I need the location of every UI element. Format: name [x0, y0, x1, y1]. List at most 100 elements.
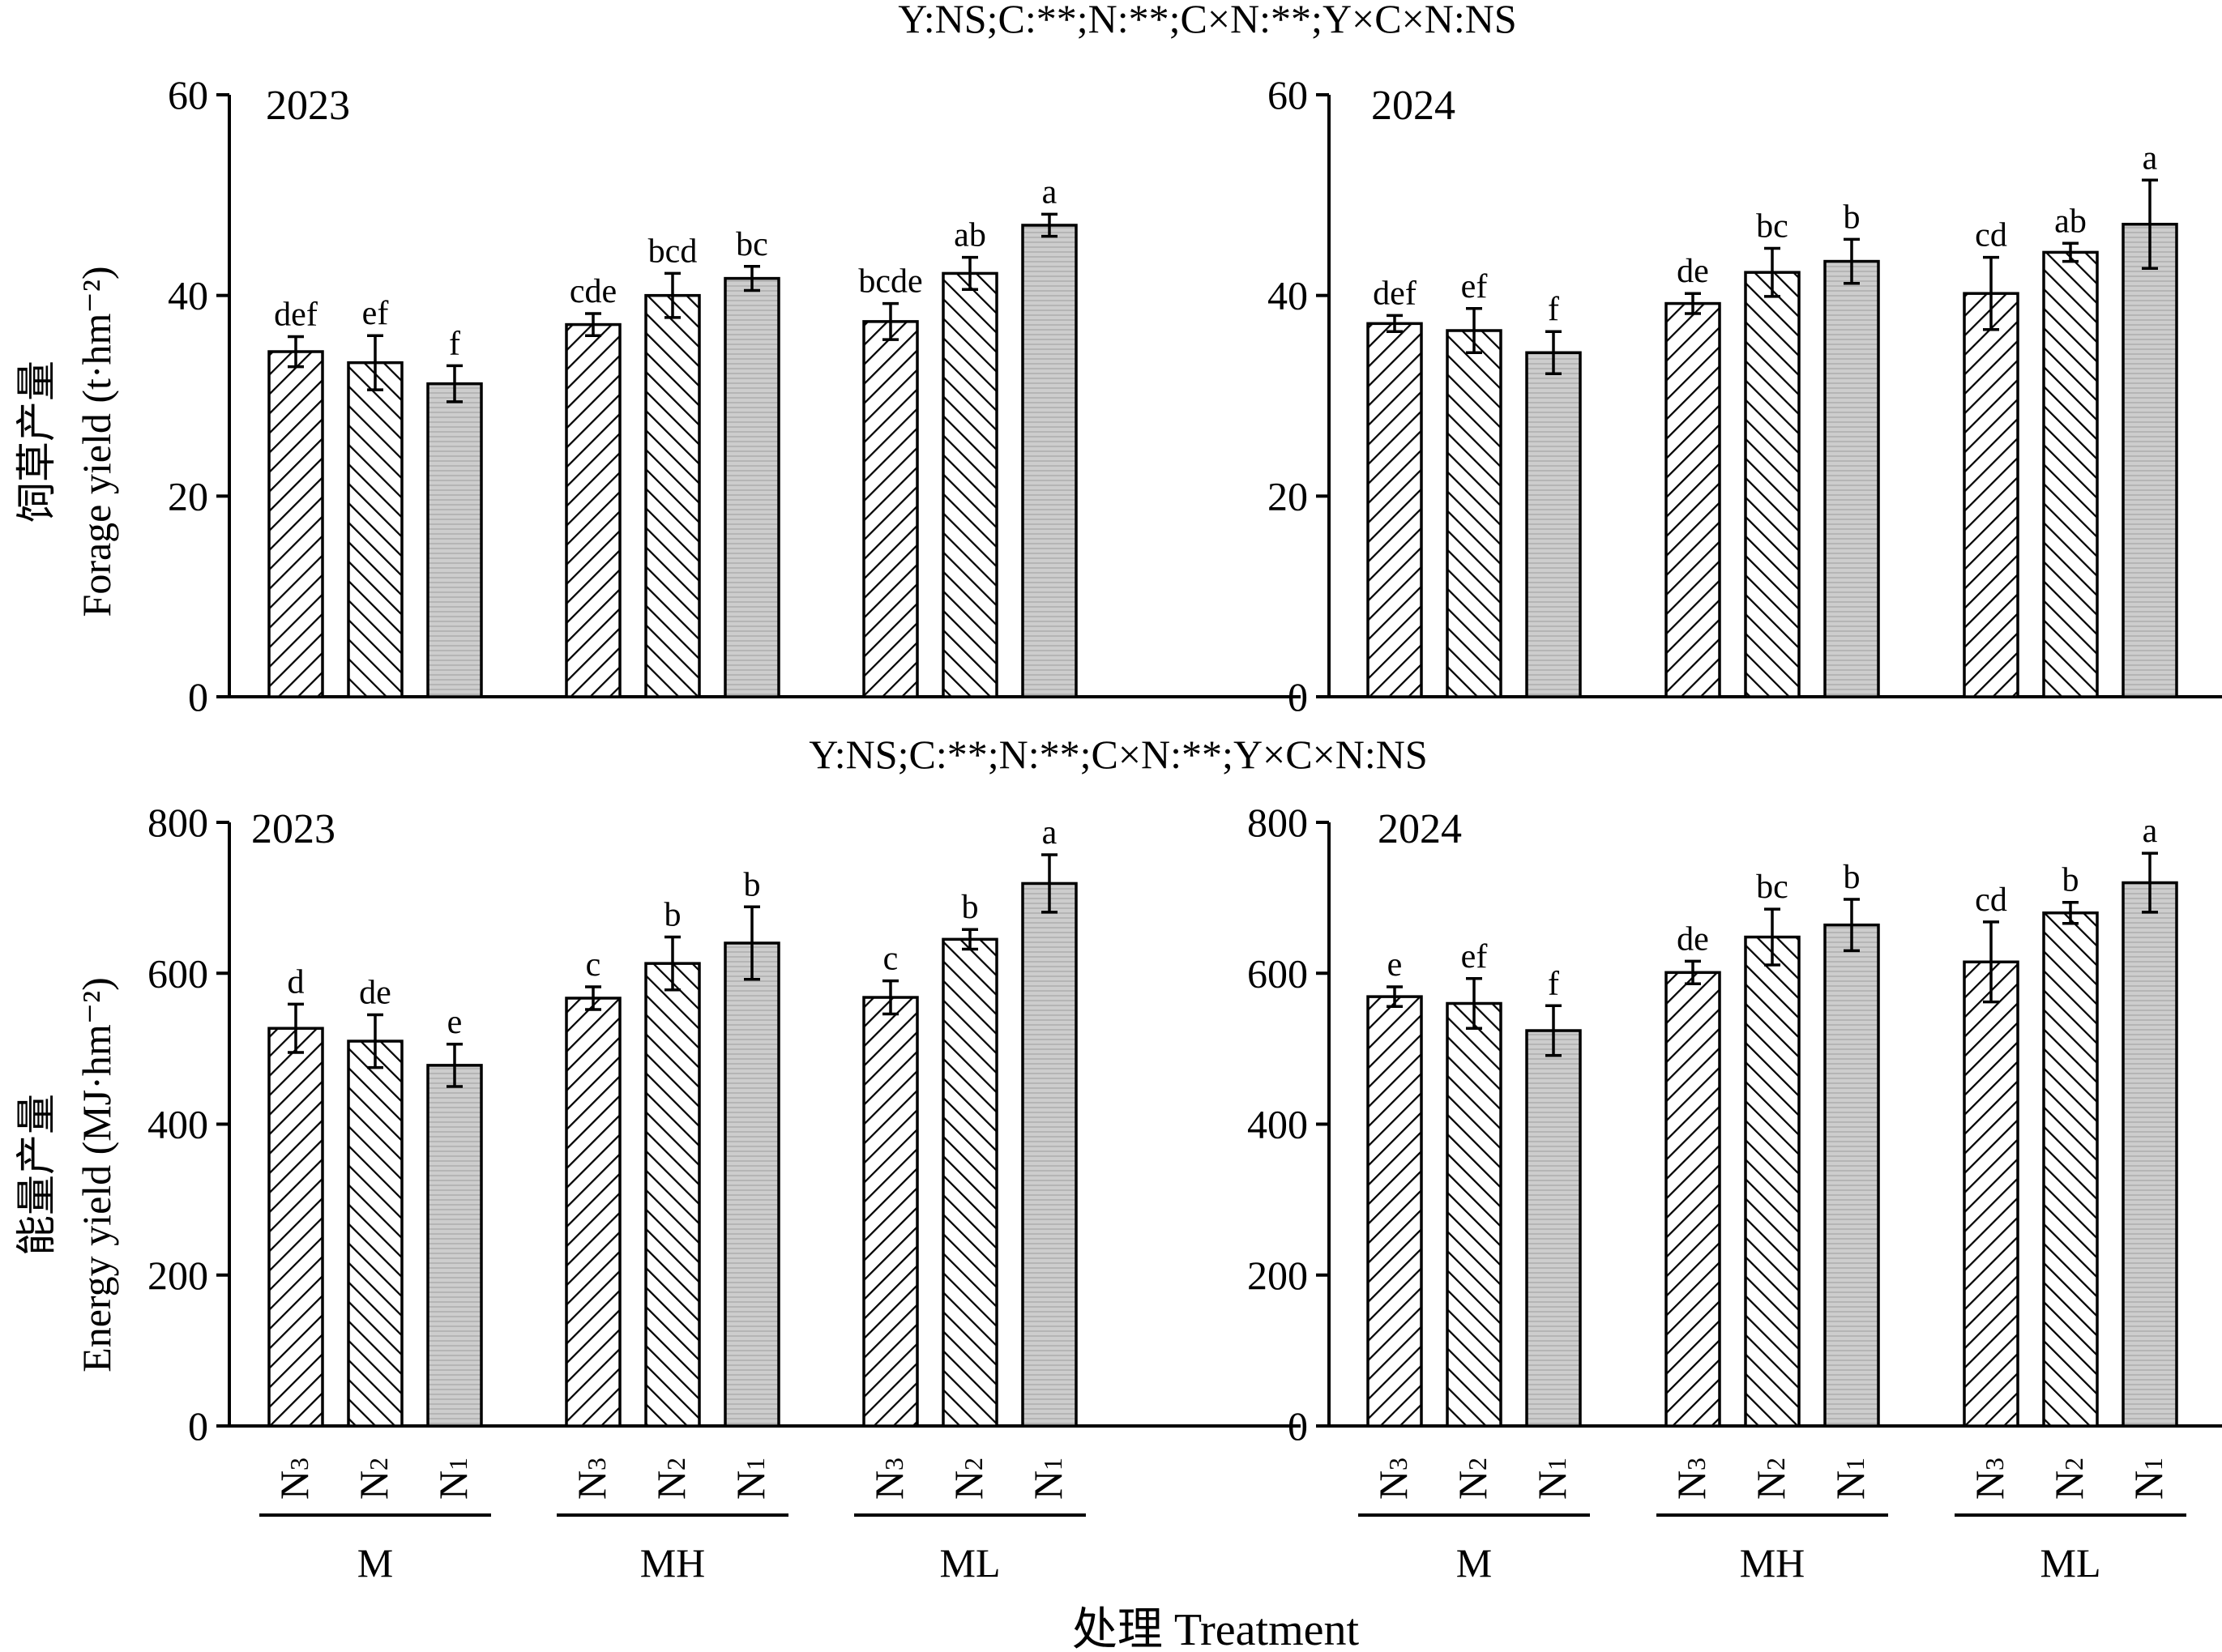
bar-mh-n3	[565, 322, 622, 698]
bar-mh-n1	[724, 276, 780, 698]
n-level-label: N3	[1967, 1458, 2012, 1500]
significance-label: cd	[1975, 217, 2007, 254]
bar-mh-n3	[1664, 971, 1721, 1428]
bar-ml-n1	[2122, 881, 2178, 1428]
bar-ml-n3	[1963, 960, 2019, 1428]
significance-label: f	[1548, 291, 1559, 328]
bar-mh-n2	[644, 962, 701, 1428]
significance-label: c	[883, 941, 899, 978]
significance-label: b	[1844, 859, 1861, 896]
n-level-label: N1	[1827, 1458, 1873, 1500]
y-tick-label: 20	[1267, 473, 1308, 519]
bar-m-n2	[1446, 1001, 1502, 1428]
chart-panel-4: 0 200 400 600 800 2024 e ef f de bc b cd b a N3 N2 N1 M N3 N…	[1247, 800, 2222, 1586]
y-tick-label: 400	[147, 1102, 208, 1147]
bar-m-n3	[267, 1027, 324, 1428]
chart-panel-3: 0 200 400 600 800 2023 d de e c b b c b a N3 N2 N1 M N3 N2 N1…	[147, 800, 1301, 1586]
significance-label: e	[1387, 946, 1403, 984]
n-level-label: N3	[1669, 1458, 1714, 1500]
significance-label: de	[359, 974, 391, 1011]
y-tick-label: 20	[168, 473, 208, 519]
significance-label: cde	[570, 273, 617, 310]
n-level-label: N3	[569, 1458, 614, 1500]
significance-label: bc	[1756, 207, 1788, 245]
y-tick-label: 0	[188, 674, 208, 719]
stats-label-top: Y:NS;C:**;N:**;C×N:**;Y×C×N:NS	[898, 0, 1516, 41]
bar-mh-n2	[1744, 935, 1801, 1428]
bar-ml-n2	[942, 937, 998, 1428]
significance-label: f	[1548, 965, 1559, 1002]
significance-label: a	[1042, 814, 1058, 852]
n-level-label: N1	[728, 1458, 773, 1500]
y-tick-label: 0	[1288, 1403, 1308, 1449]
bar-ml-n2	[2042, 250, 2099, 698]
n-level-label: N1	[2126, 1458, 2171, 1500]
group-label-ml: ML	[940, 1540, 1001, 1586]
x-axis-title: 处理 Treatment	[1072, 1605, 1360, 1652]
bar-m-n2	[347, 361, 404, 698]
n-level-label: N1	[430, 1458, 476, 1500]
bar-mh-n2	[644, 293, 701, 698]
significance-label: b	[1844, 198, 1861, 236]
significance-label: d	[288, 963, 305, 1001]
y-tick-label: 0	[1288, 674, 1308, 719]
n-level-label: N2	[648, 1458, 694, 1500]
year-label: 2024	[1378, 806, 1462, 852]
significance-label: b	[2062, 862, 2079, 899]
stats-label-bottom: Y:NS;C:**;N:**;C×N:**;Y×C×N:NS	[809, 732, 1427, 777]
n-level-label: N1	[1529, 1458, 1575, 1500]
group-label-mh: MH	[640, 1540, 706, 1586]
bar-ml-n3	[862, 996, 919, 1428]
significance-label: ef	[1461, 268, 1488, 305]
significance-label: de	[1677, 920, 1709, 958]
y-tick-label: 800	[1247, 800, 1308, 845]
y-tick-label: 200	[1247, 1253, 1308, 1298]
significance-label: ab	[2054, 203, 2087, 240]
y-tick-label: 200	[147, 1253, 208, 1298]
y-tick-label: 40	[1267, 273, 1308, 318]
bar-m-n2	[1446, 329, 1502, 698]
year-label: 2024	[1371, 83, 1455, 129]
significance-label: bcde	[858, 263, 922, 301]
significance-label: def	[274, 296, 318, 333]
bar-ml-n3	[1963, 292, 2019, 698]
n-level-label: N2	[2046, 1458, 2092, 1500]
y-tick-label: 40	[168, 273, 208, 318]
significance-label: ab	[954, 217, 986, 254]
n-level-label: N3	[866, 1458, 912, 1500]
bar-mh-n2	[1744, 271, 1801, 698]
bar-m-n1	[1525, 1029, 1582, 1428]
significance-label: bcd	[648, 233, 698, 270]
significance-label: f	[449, 325, 460, 362]
bar-ml-n1	[1021, 224, 1078, 698]
bar-ml-n1	[2122, 222, 2178, 698]
year-label: 2023	[251, 806, 335, 852]
significance-label: cd	[1975, 881, 2007, 919]
bar-mh-n3	[565, 997, 622, 1428]
bar-m-n2	[347, 1039, 404, 1428]
y-axis-title-energy-en: Energy yield (MJ·hm⁻²)	[74, 977, 119, 1372]
y-tick-label: 600	[147, 950, 208, 996]
bar-m-n3	[1366, 995, 1423, 1428]
n-level-label: N3	[1370, 1458, 1416, 1500]
group-label-m: M	[1456, 1540, 1492, 1586]
group-label-mh: MH	[1740, 1540, 1805, 1586]
significance-label: bc	[1756, 869, 1788, 906]
significance-label: de	[1677, 253, 1709, 290]
group-label-m: M	[357, 1540, 393, 1586]
y-axis-title-forage-cn: 饲草产量	[14, 361, 59, 523]
bar-m-n1	[426, 1064, 483, 1428]
chart-panel-2: 0 20 40 60 2024 def ef f de bc b cd ab a	[1267, 72, 2222, 719]
bar-m-n3	[267, 350, 324, 698]
bar-ml-n1	[1021, 881, 1078, 1428]
significance-label: ef	[362, 295, 389, 332]
y-tick-label: 800	[147, 800, 208, 845]
n-level-label: N2	[351, 1458, 396, 1500]
bar-m-n1	[426, 382, 483, 698]
significance-label: b	[664, 897, 682, 934]
significance-label: e	[447, 1004, 463, 1041]
bar-m-n3	[1366, 322, 1423, 698]
